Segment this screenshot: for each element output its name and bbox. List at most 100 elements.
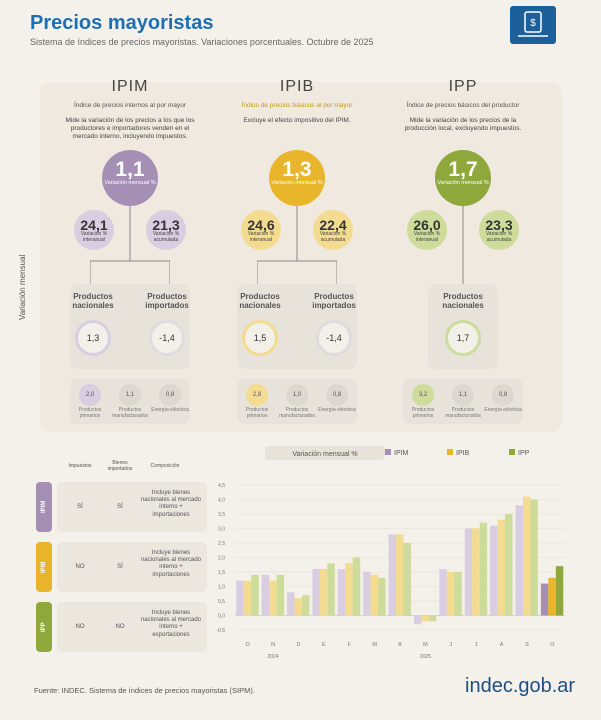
legend-label-ipim: IPIM bbox=[394, 450, 409, 457]
ipim-nacionales-ring: 1,3 bbox=[75, 320, 111, 356]
bar-ipim bbox=[490, 525, 498, 616]
x-tick-label: O bbox=[550, 642, 555, 648]
ipim-sub-1-circle: 1,1 bbox=[119, 384, 141, 406]
legend-swatch-ipib bbox=[447, 449, 453, 455]
table-header-impuestos: Impuestos bbox=[68, 463, 92, 469]
legend-swatch-ipp bbox=[509, 449, 515, 455]
ipib-importados-ring: -1,4 bbox=[316, 320, 352, 356]
table-header-composicion: Composición bbox=[150, 463, 180, 469]
ipp-sub-0-label: Productos primarios bbox=[411, 407, 435, 419]
year-label: 2025 bbox=[420, 654, 431, 660]
ipim-connector bbox=[90, 206, 170, 284]
bar-ipim bbox=[236, 580, 244, 616]
ipim-monthly-circle: 1,1 Variación mensual % bbox=[102, 150, 158, 206]
bar-ipim bbox=[464, 528, 473, 616]
x-tick-label: M bbox=[372, 642, 377, 648]
ipib-column: IPIB Índice de precios básicos al por ma… bbox=[212, 78, 382, 125]
ipim-description: Mide la variación de los precios a los q… bbox=[65, 117, 195, 141]
x-tick-label: A bbox=[398, 642, 402, 648]
x-tick-label: N bbox=[271, 642, 275, 648]
ipp-sub-1-label: Productos manufacturados bbox=[445, 407, 481, 419]
legend-label-ipp: IPP bbox=[518, 450, 530, 457]
table-cell-bienes: SÍ bbox=[117, 564, 123, 570]
ipib-ytd-circle: 22,4 Variación % acumulada bbox=[313, 210, 353, 250]
ipim-name: IPIM bbox=[111, 78, 149, 95]
bar-ipim bbox=[363, 572, 371, 616]
y-tick-label: -0,5 bbox=[216, 628, 225, 634]
ipim-importados-label: Productos importados bbox=[145, 292, 189, 310]
bar-ipim bbox=[312, 569, 320, 616]
y-tick-label: 4,5 bbox=[218, 483, 225, 489]
bar-ipib bbox=[497, 519, 506, 616]
ipib-yoy-circle: 24,6 Variación % interanual bbox=[241, 210, 281, 250]
indices-panel bbox=[40, 82, 562, 432]
ipp-sub-0-circle: 3,2 bbox=[412, 384, 434, 406]
ipib-fullname: Índice de precios básicos al por mayor bbox=[241, 102, 353, 109]
x-tick-label: F bbox=[348, 642, 352, 648]
ipim-ytd-circle: 21,3 Variación % acumulada bbox=[146, 210, 186, 250]
x-tick-label: A bbox=[500, 642, 504, 648]
y-tick-label: 0,0 bbox=[218, 614, 225, 620]
bar-ipp bbox=[403, 543, 411, 616]
table-cell-composicion: Incluye bienes nacionales al mercado int… bbox=[140, 610, 202, 638]
bar-ipim bbox=[540, 583, 549, 616]
bar-ipp bbox=[530, 499, 538, 616]
ipim-sub-0-label: Productos primarios bbox=[78, 407, 102, 419]
y-tick-label: 3,5 bbox=[218, 512, 225, 518]
ipim-yoy-circle: 24,1 Variación % interanual bbox=[74, 210, 114, 250]
year-label: 2024 bbox=[268, 654, 279, 660]
x-tick-label: J bbox=[449, 642, 452, 648]
svg-text:$: $ bbox=[530, 18, 536, 29]
source-note: Fuente: INDEC. Sistema de índices de pre… bbox=[34, 686, 255, 695]
table-header-bienes: Bienes importados bbox=[107, 460, 133, 472]
table-row bbox=[57, 542, 207, 592]
ipp-sub-1-circle: 1,1 bbox=[452, 384, 474, 406]
x-tick-label: S bbox=[525, 642, 529, 648]
bar-ipib bbox=[294, 598, 302, 616]
table-row bbox=[57, 482, 207, 532]
page-title: Precios mayoristas bbox=[30, 12, 214, 34]
ipim-column: IPIM Índice de precios internos al por m… bbox=[45, 78, 215, 141]
ipim-fullname: Índice de precios internos al por mayor bbox=[73, 102, 186, 109]
bar-ipp bbox=[454, 572, 462, 616]
ipib-sub-0-label: Productos primarios bbox=[245, 407, 269, 419]
bar-ipim bbox=[515, 505, 523, 616]
ipim-nacionales-label: Productos nacionales bbox=[72, 292, 114, 310]
ipp-connector bbox=[462, 206, 464, 284]
bar-ipp bbox=[505, 514, 513, 616]
y-tick-label: 1,0 bbox=[218, 585, 225, 591]
table-cell-impuestos: NO bbox=[75, 564, 85, 570]
bar-ipp bbox=[479, 522, 488, 616]
table-cell-composicion: Incluye bienes nacionales al mercado int… bbox=[140, 550, 202, 578]
ipim-importados-ring: -1,4 bbox=[149, 320, 185, 356]
bar-ipp bbox=[276, 574, 285, 616]
bar-ipp bbox=[378, 577, 386, 616]
bar-ipp bbox=[251, 574, 259, 616]
table-row bbox=[57, 602, 207, 652]
bar-ipp bbox=[352, 557, 361, 616]
bar-ipim bbox=[413, 615, 422, 625]
ipib-description: Excluye el efecto impositivo del IPIM. bbox=[243, 117, 351, 124]
bar-ipib bbox=[370, 574, 379, 616]
ipp-yoy-circle: 26,0 Variación % interanual bbox=[407, 210, 447, 250]
page-subtitle: Sistema de índices de precios mayoristas… bbox=[30, 37, 374, 47]
bar-ipib bbox=[472, 528, 480, 616]
chart-title: Variación mensual % bbox=[292, 451, 357, 458]
x-tick-label: J bbox=[475, 642, 478, 648]
table-tag-ipim: IPIM bbox=[36, 482, 52, 532]
table-cell-composicion: Incluye bienes nacionales al mercado int… bbox=[140, 490, 202, 518]
ipib-monthly-circle: 1,3 Variación mensual % bbox=[269, 150, 325, 206]
table-cell-impuestos: NO bbox=[75, 624, 85, 630]
table-cell-impuestos: SÍ bbox=[77, 504, 83, 510]
ipp-name: IPP bbox=[448, 78, 478, 95]
bar-ipib bbox=[319, 569, 328, 616]
ipim-sub-1-label: Productos manufacturados bbox=[112, 407, 148, 419]
bar-ipib bbox=[446, 572, 455, 616]
ipp-monthly-circle: 1,7 Variación mensual % bbox=[435, 150, 491, 206]
ipib-sub-1-label: Productos manufacturados bbox=[279, 407, 315, 419]
bar-ipim bbox=[287, 592, 295, 616]
y-tick-label: 2,5 bbox=[218, 541, 225, 547]
ipp-sub-2-circle: 0,8 bbox=[492, 384, 514, 406]
bar-ipp bbox=[301, 595, 310, 616]
x-tick-label: M bbox=[423, 642, 428, 648]
